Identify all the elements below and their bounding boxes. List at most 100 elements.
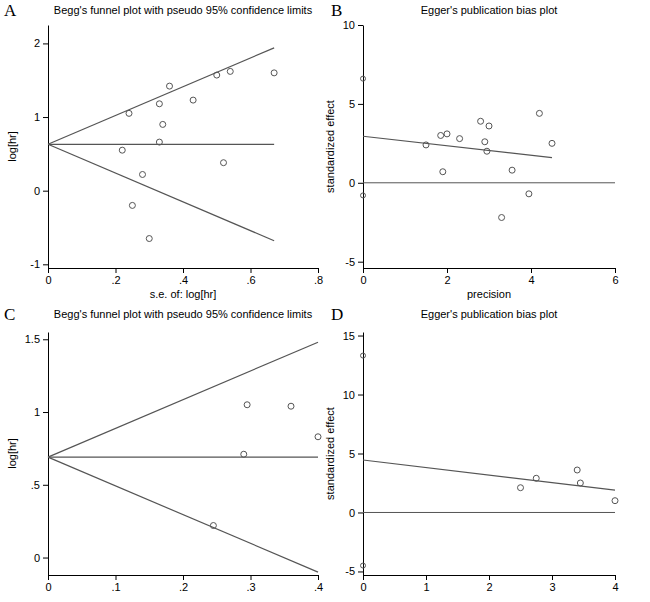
axis-line (364, 268, 616, 269)
tick-mark (358, 571, 363, 572)
axis-line (363, 333, 364, 576)
tick-mark (43, 191, 48, 192)
tick-label: .3 (246, 581, 255, 593)
study-point (486, 123, 492, 129)
tick-label: 0 (360, 581, 366, 593)
tick-mark (358, 454, 363, 455)
study-point (167, 83, 173, 89)
tick-label: 6 (612, 274, 618, 286)
tick: 0 (34, 552, 48, 564)
study-point (210, 523, 216, 529)
study-point (440, 169, 446, 175)
tick: .3 (246, 575, 255, 593)
y-axis: -1 0 1 2 (30, 26, 48, 271)
axis-line (363, 26, 364, 269)
y-axis-title: log[hr] (6, 438, 18, 469)
tick-label: -5 (345, 256, 355, 268)
y-axis: -5 0 5 10 (343, 19, 364, 268)
study-point (533, 475, 539, 481)
tick-label: 1 (423, 581, 429, 593)
panel-letter: A (4, 1, 17, 20)
y-axis-title: standardized effect (324, 407, 336, 500)
tick-mark (48, 575, 49, 580)
tick-mark (318, 268, 319, 273)
study-point (156, 139, 162, 145)
y-axis: 0.511.5 (25, 333, 49, 576)
tick: 0 (34, 185, 48, 197)
tick-label: 0 (349, 507, 355, 519)
study-point (156, 101, 162, 107)
study-point (214, 72, 220, 78)
tick: -1 (30, 258, 48, 270)
tick-mark (43, 264, 48, 265)
tick: 0 (360, 575, 366, 593)
study-point (423, 142, 429, 148)
tick-label: 4 (612, 581, 618, 593)
intercept-ci-point (361, 563, 366, 568)
tick-label: 5 (349, 448, 355, 460)
study-point (119, 147, 125, 153)
tick: 5 (349, 448, 363, 460)
tick-mark (116, 575, 117, 580)
tick-mark (43, 412, 48, 413)
upper-limit-line (48, 342, 318, 457)
study-point (271, 70, 277, 76)
tick-mark (43, 558, 48, 559)
tick: 3 (549, 575, 555, 593)
tick: 10 (343, 389, 363, 401)
tick: 1 (34, 406, 48, 418)
tick-mark (358, 512, 363, 513)
tick-mark (358, 183, 363, 184)
tick-mark (615, 575, 616, 580)
tick-mark (363, 575, 364, 580)
tick-label: .8 (314, 274, 323, 286)
regression-line (363, 136, 552, 157)
tick-label: 10 (343, 19, 355, 31)
tick-label: 4 (528, 274, 534, 286)
tick-mark (489, 575, 490, 580)
plot-area (48, 342, 321, 572)
tick-mark (426, 575, 427, 580)
tick: .8 (314, 268, 323, 286)
panel: DEgger's publication bias plot01234-5051… (324, 305, 619, 593)
tick-label: 1 (34, 111, 40, 123)
panel-letter: C (4, 305, 15, 324)
panel-letter: B (331, 1, 342, 20)
tick-label: .4 (179, 274, 188, 286)
tick: 2 (444, 268, 450, 286)
chart-title: Egger's publication bias plot (421, 308, 558, 320)
study-point (518, 485, 524, 491)
tick-label: 0 (349, 177, 355, 189)
tick-mark (43, 485, 48, 486)
figure: ABegg's funnel plot with pseudo 95% conf… (0, 0, 650, 602)
tick-label: -1 (30, 258, 40, 270)
upper-limit-line (48, 48, 274, 144)
tick-mark (447, 268, 448, 273)
tick-mark (552, 575, 553, 580)
tick-mark (615, 268, 616, 273)
study-point (574, 467, 580, 473)
study-point (221, 160, 227, 166)
tick-label: 1.5 (25, 333, 40, 345)
tick-mark (358, 104, 363, 105)
x-axis-title: s.e. of: log[hr] (150, 288, 217, 300)
tick-mark (358, 262, 363, 263)
tick: .1 (111, 575, 120, 593)
tick-mark (48, 268, 49, 273)
tick-label: 2 (34, 37, 40, 49)
tick-label: 0 (45, 581, 51, 593)
tick-mark (358, 395, 363, 396)
plot-area (361, 353, 619, 568)
tick: 1 (423, 575, 429, 593)
study-point (288, 403, 294, 409)
tick: 0 (360, 268, 366, 286)
tick-label: 5 (349, 98, 355, 110)
panel: CBegg's funnel plot with pseudo 95% conf… (4, 305, 323, 593)
study-point (526, 191, 532, 197)
study-point (482, 139, 488, 145)
tick-label: 0 (34, 185, 40, 197)
x-axis-title: precision (467, 288, 511, 300)
study-point (227, 68, 233, 74)
intercept-ci-point (361, 353, 366, 358)
tick-mark (363, 268, 364, 273)
